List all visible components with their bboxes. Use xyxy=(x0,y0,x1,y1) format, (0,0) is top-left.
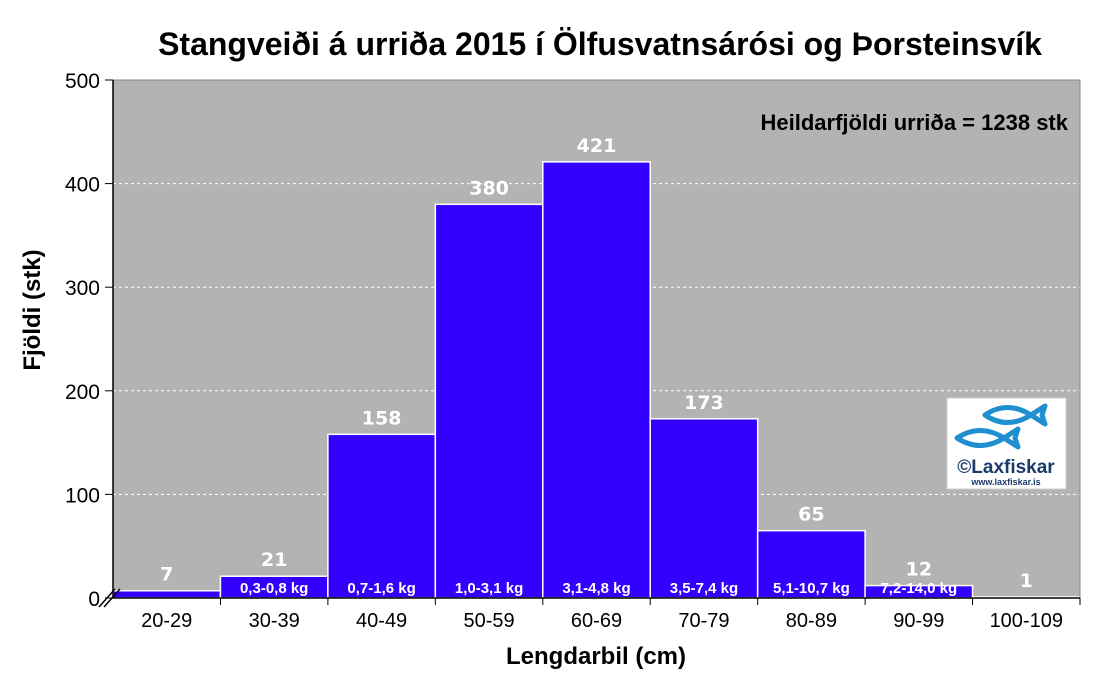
y-tick-label: 300 xyxy=(65,277,100,300)
axis-break-mark xyxy=(103,588,121,608)
bar-50-59 xyxy=(434,203,544,599)
y-axis-title: Fjöldi (stk) xyxy=(19,249,46,370)
bar-60-69 xyxy=(542,161,651,599)
weight-label: 5,1-10,7 kg xyxy=(773,580,850,597)
value-label: 158 xyxy=(362,407,402,429)
weight-label: 7,2-14,0 kg xyxy=(880,580,957,597)
logo-url: www.laxfiskar.is xyxy=(970,477,1040,487)
weight-label: 1,0-3,1 kg xyxy=(455,580,523,597)
x-tick-label: 80-89 xyxy=(786,610,837,632)
y-tick-label: 0 xyxy=(88,588,100,611)
bar-20-29 xyxy=(112,589,222,599)
x-tick-label: 30-39 xyxy=(249,610,300,632)
logo-text: ©Laxfiskar xyxy=(957,457,1055,478)
weight-labels: 0,3-0,8 kg 0,7-1,6 kg 1,0-3,1 kg 3,1-4,8 kg… xyxy=(240,580,957,597)
x-tick-label: 20-29 xyxy=(141,610,192,632)
value-label: 12 xyxy=(906,559,932,581)
x-tick-label: 50-59 xyxy=(463,610,514,632)
weight-label: 3,5-7,4 kg xyxy=(670,580,738,597)
value-label: 7 xyxy=(160,564,173,586)
chart-title: Stangveiði á urriða 2015 í Ölfusvatnsáró… xyxy=(158,26,1042,62)
x-tick-labels: 20-29 30-39 40-49 50-59 60-69 70-79 80-89 90-99… xyxy=(141,610,1063,632)
axis-break-mark xyxy=(98,588,116,608)
y-tick-label: 500 xyxy=(65,70,100,93)
x-tick-label: 100-109 xyxy=(990,610,1063,632)
laxfiskar-logo: ©Laxfiskar www.laxfiskar.is xyxy=(946,397,1067,490)
x-tick-label: 60-69 xyxy=(571,610,622,632)
x-tick-label: 40-49 xyxy=(356,610,407,632)
bar-40-49 xyxy=(327,433,437,599)
value-label: 1 xyxy=(1020,570,1033,592)
total-annotation: Heildarfjöldi urriða = 1238 stk xyxy=(760,110,1068,135)
weight-label: 0,7-1,6 kg xyxy=(347,580,415,597)
fish-icon xyxy=(954,403,1048,450)
x-axis-title: Lengdarbil (cm) xyxy=(506,643,686,670)
x-tick-label: 90-99 xyxy=(893,610,944,632)
value-label: 65 xyxy=(798,504,824,526)
value-label: 380 xyxy=(469,177,509,199)
y-tick-labels: 0 100 200 300 400 500 xyxy=(65,70,100,611)
bar-70-79 xyxy=(649,418,759,599)
y-tick-label: 100 xyxy=(65,484,100,507)
x-tick-label: 70-79 xyxy=(678,610,729,632)
value-label: 21 xyxy=(261,549,287,571)
y-tick-label: 400 xyxy=(65,174,100,197)
y-tick-label: 200 xyxy=(65,381,100,404)
bars xyxy=(112,161,1081,599)
grid-lines xyxy=(113,183,1080,495)
value-label: 421 xyxy=(577,135,617,157)
value-label: 173 xyxy=(684,392,724,414)
axes xyxy=(98,79,1081,608)
weight-label: 0,3-0,8 kg xyxy=(240,580,308,597)
value-labels: 7 21 158 380 421 173 65 12 1 xyxy=(160,135,1033,592)
weight-label: 3,1-4,8 kg xyxy=(562,580,630,597)
